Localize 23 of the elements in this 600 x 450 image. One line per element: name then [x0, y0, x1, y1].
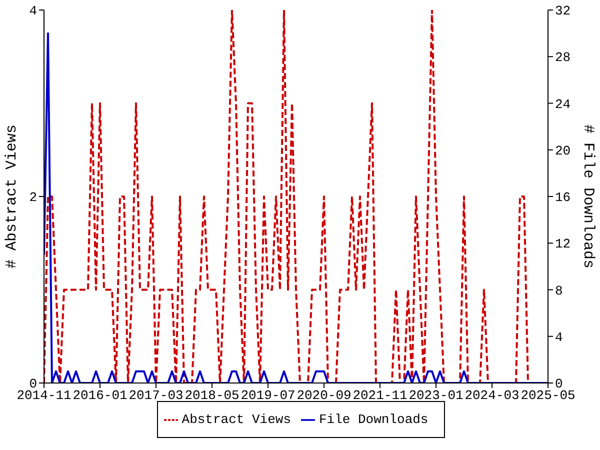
y-tick-label: 2: [29, 190, 37, 206]
x-tick-label: 2016-01: [72, 388, 128, 404]
legend-label: Abstract Views: [182, 412, 291, 427]
x-tick-label: 2014-11: [16, 388, 72, 404]
x-tick-label: 2023-01: [408, 388, 464, 404]
y2-tick-label: 4: [555, 330, 563, 345]
y2-tick-label: 20: [555, 143, 571, 158]
y-axis-title: # Abstract Views: [3, 124, 20, 269]
x-tick-label: 2018-05: [184, 388, 240, 404]
legend-label: File Downloads: [319, 412, 428, 427]
x-tick-label: 2020-09: [296, 388, 352, 404]
x-tick-label: 2024-03: [464, 388, 520, 404]
y2-tick-label: 28: [555, 50, 571, 66]
y2-tick-label: 24: [555, 96, 571, 112]
y2-tick-label: 32: [555, 4, 571, 19]
x-tick-label: 2017-03: [128, 388, 184, 404]
x-tick-label: 2019-07: [240, 388, 296, 404]
y2-tick-label: 8: [555, 283, 563, 298]
y2-tick-label: 16: [555, 190, 571, 206]
y-tick-label: 4: [29, 4, 38, 19]
y2-axis-title: # File Downloads: [580, 124, 597, 269]
x-tick-label: 2021-11: [352, 388, 408, 404]
y2-tick-label: 12: [555, 236, 571, 252]
